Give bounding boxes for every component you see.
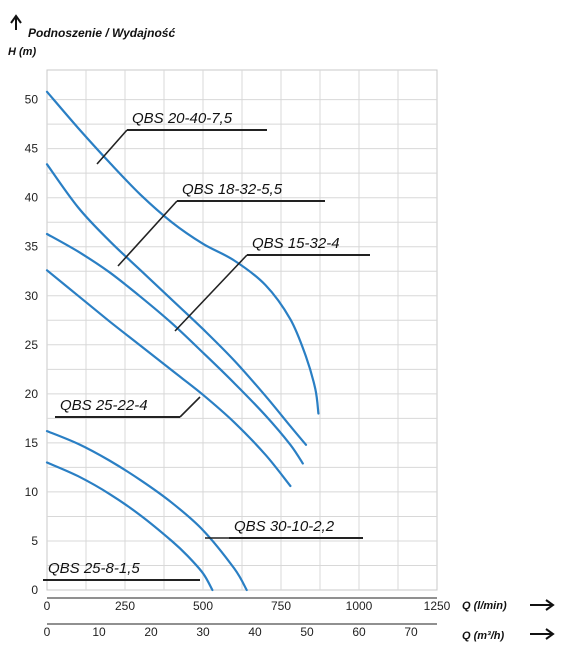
x-tick-label: 1250 — [424, 599, 451, 613]
x-tick-label: 750 — [271, 599, 291, 613]
grid — [46, 69, 438, 591]
y-axis-arrow-icon — [10, 14, 22, 30]
series-leader-line — [174, 254, 248, 332]
y-axis-label: H (m) — [8, 46, 36, 58]
y-tick-label: 15 — [25, 436, 39, 450]
curves — [45, 90, 320, 592]
y-tick-label: 5 — [31, 534, 38, 548]
x2-tick-label: 50 — [300, 625, 314, 639]
x2-tick-label: 60 — [352, 625, 366, 639]
series-line — [45, 430, 248, 592]
x2-tick-label: 40 — [248, 625, 262, 639]
x2-axis-label: Q (m³/h) — [462, 630, 504, 642]
series-label: QBS 25-22-4 — [60, 397, 148, 414]
series-label: QBS 18-32-5,5 — [182, 181, 283, 198]
chart-title: Podnoszenie / Wydajność — [28, 26, 175, 40]
series-label: QBS 25-8-1,5 — [48, 560, 140, 577]
x-tick-label: 250 — [115, 599, 135, 613]
series-leader-line — [179, 396, 201, 418]
series-line — [45, 90, 320, 415]
x-tick-label: 1000 — [346, 599, 373, 613]
series-leader-line — [117, 200, 178, 267]
y-tick-label: 10 — [25, 485, 39, 499]
series-line — [45, 461, 214, 592]
series-line — [45, 163, 308, 446]
y-tick-label: 25 — [25, 338, 39, 352]
x2-tick-label: 0 — [44, 625, 51, 639]
x-axis-label: Q (l/min) — [462, 600, 507, 612]
y-tick-label: 50 — [25, 93, 39, 107]
x2-tick-label: 20 — [144, 625, 158, 639]
series-line — [45, 232, 304, 465]
x2-tick-label: 70 — [404, 625, 418, 639]
x-axis-arrow-icon — [530, 599, 555, 611]
series-leader-line — [96, 129, 128, 165]
x-tick-label: 500 — [193, 599, 213, 613]
series-line — [45, 269, 292, 488]
x2-tick-label: 10 — [92, 625, 106, 639]
x2-axis-arrow-icon — [530, 628, 555, 640]
series-label: QBS 15-32-4 — [252, 235, 340, 252]
x2-tick-label: 30 — [196, 625, 210, 639]
y-tick-label: 35 — [25, 240, 39, 254]
y-tick-label: 20 — [25, 387, 39, 401]
x-tick-label: 0 — [44, 599, 51, 613]
series-label: QBS 30-10-2,2 — [234, 518, 335, 535]
y-tick-label: 0 — [31, 583, 38, 597]
series-label: QBS 20-40-7,5 — [132, 110, 233, 127]
y-tick-label: 45 — [25, 142, 39, 156]
series-labels: QBS 20-40-7,5 QBS 18-32-5,5 QBS 15-32-4 QBS… — [43, 110, 370, 581]
y-tick-label: 30 — [25, 289, 39, 303]
y-tick-label: 40 — [25, 191, 39, 205]
